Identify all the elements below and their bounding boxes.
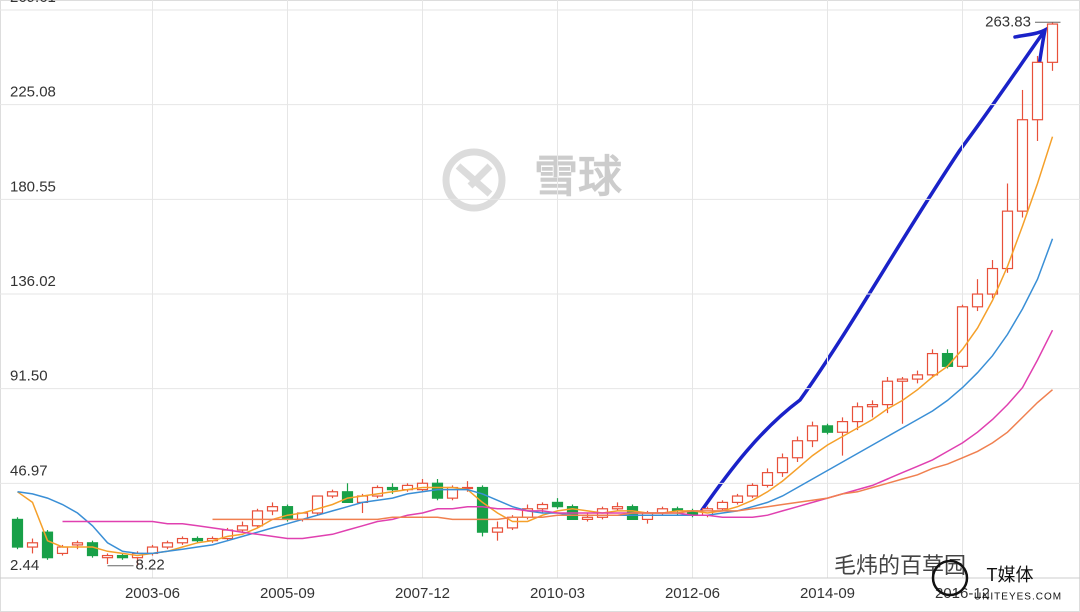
- x-tick-label: 2007-12: [395, 585, 450, 602]
- y-tick-label: 269.61: [10, 0, 56, 6]
- candle-body: [911, 374, 924, 380]
- candle-body: [491, 527, 504, 533]
- candle-body: [191, 537, 204, 542]
- y-tick-label: 136.02: [10, 273, 56, 290]
- moving-average-line: [62, 329, 1054, 540]
- footer-source: 毛炜的百草园: [834, 553, 966, 578]
- x-tick-label: 2014-09: [800, 585, 855, 602]
- candle-body: [326, 491, 339, 497]
- x-tick-label: 2016-12: [935, 585, 990, 602]
- candle-body: [371, 486, 384, 497]
- y-tick-label: 46.97: [10, 462, 48, 479]
- candle-body: [41, 531, 54, 559]
- candle-body: [896, 378, 909, 382]
- candle-body: [26, 542, 39, 548]
- candle-body: [641, 512, 654, 521]
- max-label: 263.83: [985, 13, 1031, 30]
- watermark: 雪球: [534, 153, 623, 202]
- candle-body: [761, 472, 774, 486]
- hand-drawn-arrow: [700, 26, 1048, 512]
- candle-body: [86, 542, 99, 557]
- x-tick-label: 2010-03: [530, 585, 585, 602]
- candle-body: [941, 352, 954, 367]
- footer-brand: T媒体: [987, 565, 1034, 585]
- candle-body: [716, 501, 729, 510]
- x-tick-label: 2003-06: [125, 585, 180, 602]
- candle-body: [416, 482, 429, 491]
- candle-body: [611, 506, 624, 510]
- x-tick-label: 2012-06: [665, 585, 720, 602]
- candle-body: [956, 306, 969, 367]
- candle-body: [791, 440, 804, 459]
- candle-body: [236, 525, 249, 531]
- candle-body: [161, 542, 174, 548]
- candle-body: [536, 503, 549, 510]
- candle-body: [851, 406, 864, 423]
- candle-body: [116, 554, 129, 559]
- footer-site: UNITEYES.COM: [974, 592, 1062, 603]
- candle-body: [821, 425, 834, 433]
- y-tick-label: 2.44: [10, 557, 39, 574]
- candle-body: [581, 516, 594, 521]
- candle-body: [56, 546, 69, 555]
- candle-body: [551, 501, 564, 508]
- footer-logo: [931, 559, 969, 597]
- candle-body: [731, 495, 744, 503]
- candle-body: [1031, 61, 1044, 121]
- candle-body: [971, 293, 984, 308]
- moving-average-line: [17, 238, 1054, 555]
- candle-body: [11, 518, 24, 548]
- y-tick-label: 91.50: [10, 368, 48, 385]
- min-label: 8.22: [136, 557, 165, 574]
- candle-body: [176, 537, 189, 544]
- candle-body: [101, 554, 114, 559]
- candle-body: [1001, 210, 1014, 270]
- candle-body: [776, 457, 789, 474]
- candle-body: [986, 267, 999, 295]
- candle-body: [866, 404, 879, 408]
- candle-body: [251, 510, 264, 527]
- y-tick-label: 180.55: [10, 178, 56, 195]
- candle-body: [1016, 119, 1029, 212]
- candle-body: [476, 486, 489, 533]
- y-tick-label: 225.08: [10, 84, 56, 101]
- candle-body: [746, 484, 759, 497]
- x-tick-label: 2005-09: [260, 585, 315, 602]
- candle-body: [281, 506, 294, 521]
- candle-body: [311, 495, 324, 514]
- moving-average-line: [212, 389, 1053, 521]
- candle-body: [836, 421, 849, 433]
- candle-body: [386, 486, 399, 491]
- candle-body: [266, 506, 279, 512]
- candle-body: [881, 380, 894, 406]
- candle-body: [71, 542, 84, 546]
- candle-body: [926, 352, 939, 376]
- candle-body: [1046, 23, 1059, 63]
- candle-body: [461, 486, 474, 490]
- watermark-logo: [442, 148, 506, 212]
- moving-average-line: [17, 136, 1054, 557]
- candle-body: [806, 425, 819, 442]
